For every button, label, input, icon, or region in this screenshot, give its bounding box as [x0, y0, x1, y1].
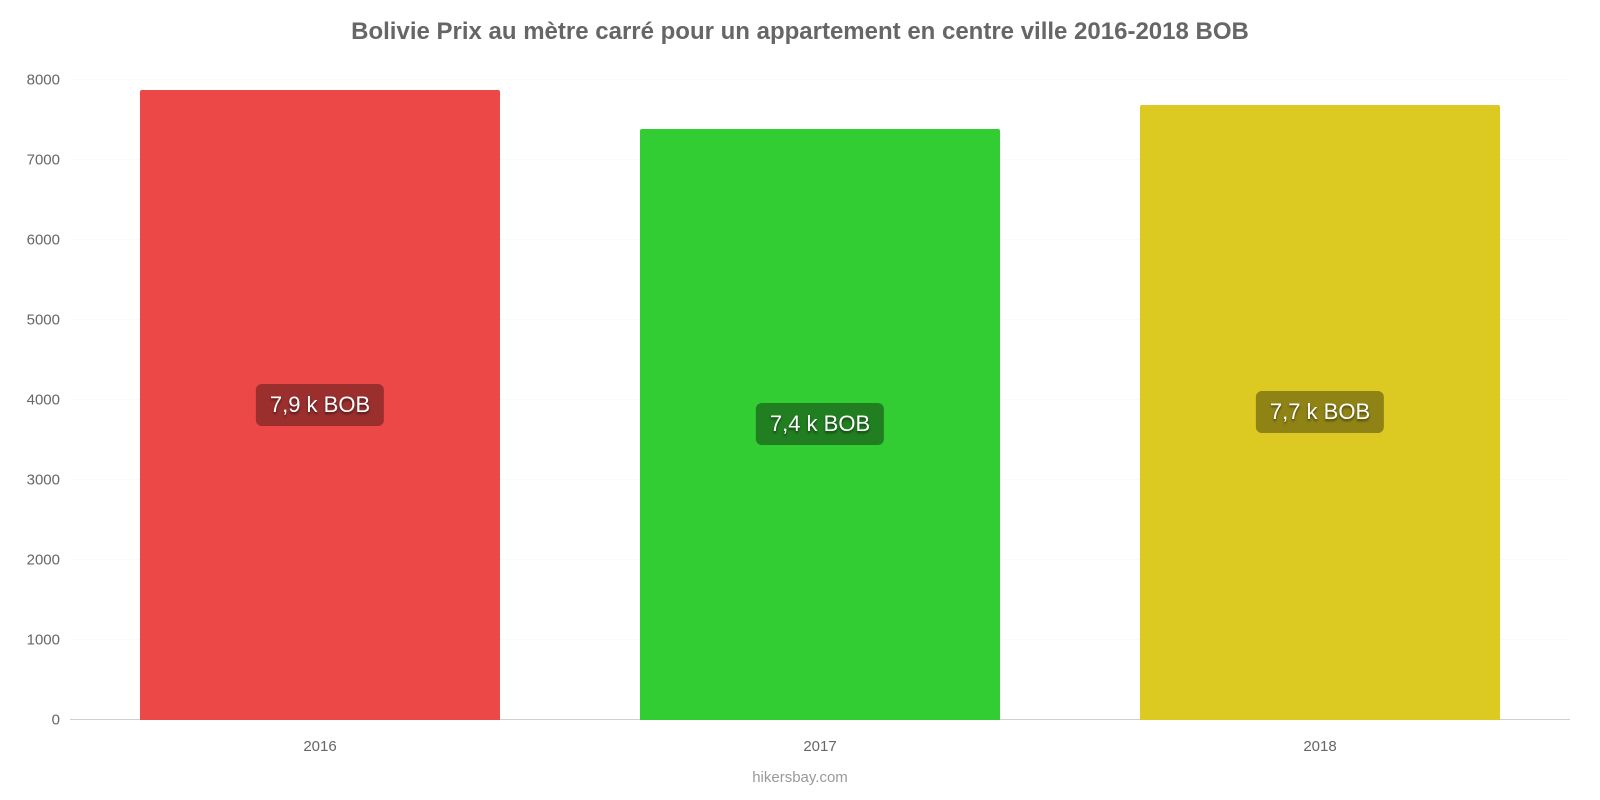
y-tick-label: 3000 — [27, 472, 70, 489]
attribution-text: hikersbay.com — [752, 769, 848, 786]
plot-area: 0100020003000400050006000700080007,9 k B… — [70, 80, 1570, 720]
chart-container: Bolivie Prix au mètre carré pour un appa… — [0, 0, 1600, 800]
x-tick-label: 2018 — [1303, 720, 1336, 755]
bar: 7,9 k BOB — [140, 90, 500, 720]
bar-value-label: 7,9 k BOB — [256, 384, 384, 426]
gridline — [70, 79, 1570, 80]
y-tick-label: 0 — [52, 712, 70, 729]
x-tick-label: 2016 — [303, 720, 336, 755]
bar-value-label: 7,7 k BOB — [1256, 391, 1384, 433]
y-tick-label: 2000 — [27, 552, 70, 569]
y-tick-label: 7000 — [27, 152, 70, 169]
y-tick-label: 6000 — [27, 232, 70, 249]
chart-title: Bolivie Prix au mètre carré pour un appa… — [0, 0, 1600, 46]
bar: 7,7 k BOB — [1140, 105, 1500, 720]
y-tick-label: 1000 — [27, 632, 70, 649]
y-tick-label: 8000 — [27, 72, 70, 89]
x-tick-label: 2017 — [803, 720, 836, 755]
bar-value-label: 7,4 k BOB — [756, 403, 884, 445]
y-tick-label: 5000 — [27, 312, 70, 329]
y-tick-label: 4000 — [27, 392, 70, 409]
bar: 7,4 k BOB — [640, 129, 1000, 720]
